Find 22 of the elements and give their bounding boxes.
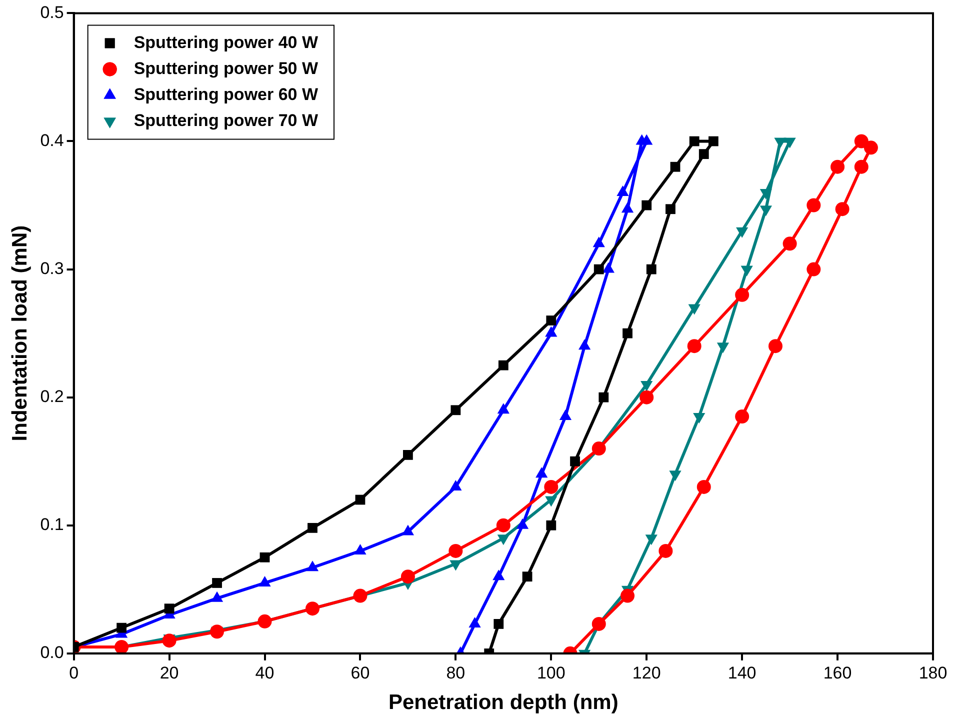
x-tick-label: 100 [536, 663, 566, 682]
x-tick-label: 40 [255, 663, 274, 682]
legend-label: Sputtering power 70 W [134, 110, 319, 130]
y-tick-label: 0.5 [40, 2, 64, 22]
y-tick-label: 0.0 [40, 643, 64, 662]
x-tick-label: 120 [632, 663, 661, 682]
legend-label: Sputtering power 60 W [134, 84, 319, 104]
y-tick-label: 0.4 [40, 130, 64, 150]
y-tick-label: 0.1 [40, 515, 64, 534]
legend-label: Sputtering power 40 W [134, 32, 319, 52]
x-tick-label: 60 [350, 663, 370, 682]
y-tick-label: 0.2 [40, 387, 64, 406]
x-tick-label: 20 [160, 663, 179, 682]
x-axis-title: Penetration depth (nm) [388, 691, 618, 714]
x-tick-label: 160 [823, 663, 852, 682]
y-axis-title: Indentation load (mN) [8, 225, 32, 442]
x-tick-label: 80 [446, 663, 466, 682]
y-tick-label: 0.3 [40, 258, 64, 278]
legend-label: Sputtering power 50 W [134, 58, 319, 78]
x-tick-label: 140 [728, 663, 756, 682]
x-tick-label: 180 [918, 663, 948, 682]
x-tick-label: 0 [69, 663, 79, 682]
